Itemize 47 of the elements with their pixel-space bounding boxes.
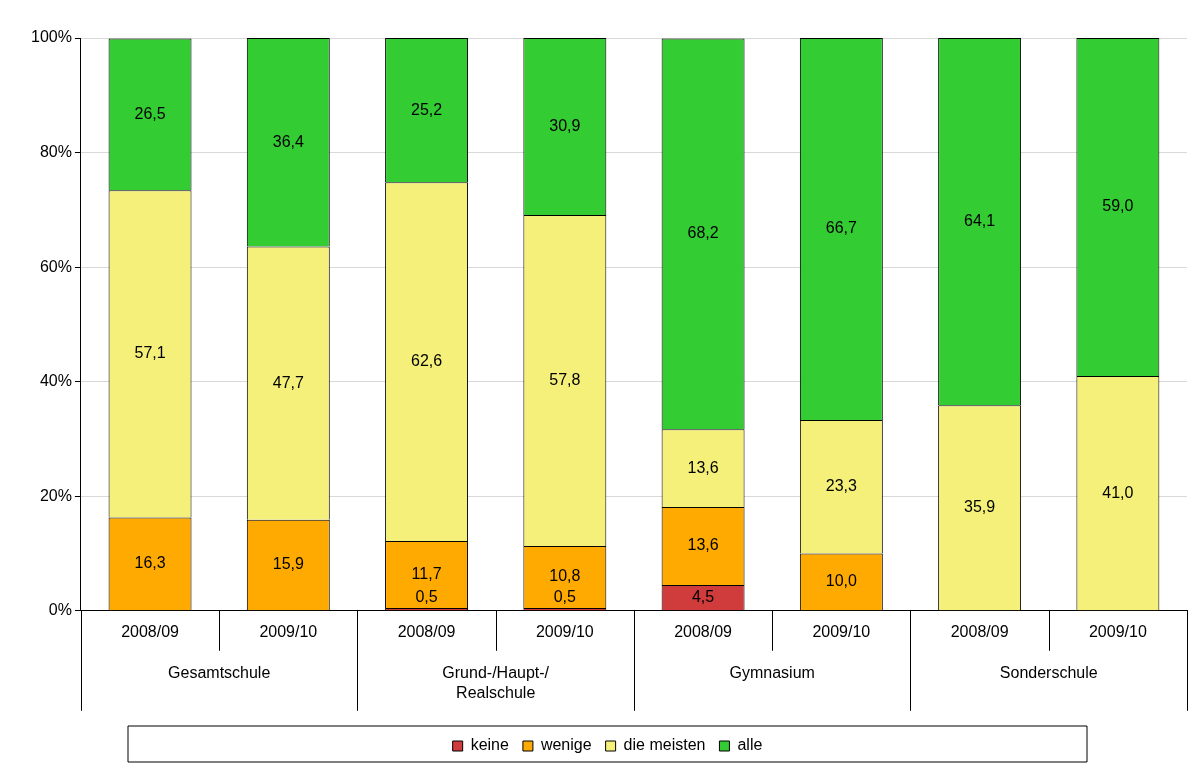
data-label: 0,5 bbox=[415, 588, 438, 606]
data-label: 13,6 bbox=[687, 458, 719, 476]
x-tick-label: 2008/09 bbox=[674, 622, 733, 640]
data-label: 10,0 bbox=[825, 572, 858, 590]
data-label: 30,9 bbox=[549, 116, 581, 134]
y-tick-label: 100% bbox=[31, 28, 72, 46]
data-label: 57,1 bbox=[134, 344, 166, 362]
x-tick-label: 2009/10 bbox=[259, 622, 318, 640]
y-tick-label: 20% bbox=[39, 486, 72, 504]
data-label: 35,9 bbox=[964, 498, 996, 516]
data-label: 66,7 bbox=[825, 219, 858, 237]
data-label: 13,6 bbox=[687, 536, 719, 554]
data-label: 15,9 bbox=[272, 555, 304, 573]
data-label: 23,3 bbox=[825, 477, 858, 495]
legend-label: die meisten bbox=[623, 736, 706, 754]
data-label: 41,0 bbox=[1102, 483, 1134, 501]
data-label: 47,7 bbox=[272, 373, 304, 391]
data-label: 0,5 bbox=[553, 588, 577, 606]
y-tick-label: 80% bbox=[39, 142, 72, 160]
data-label: 26,5 bbox=[134, 104, 166, 122]
text: Sonderschule bbox=[999, 664, 1098, 682]
x-tick-label: 2008/09 bbox=[397, 622, 456, 640]
legend-label: alle bbox=[737, 736, 763, 754]
legend-label: wenige bbox=[539, 736, 592, 754]
data-label: 36,4 bbox=[272, 132, 304, 150]
text: Grund-/Haupt-/ Realschule bbox=[442, 664, 550, 702]
data-label: 64,1 bbox=[964, 211, 996, 229]
data-label: 25,2 bbox=[411, 100, 443, 118]
legend-label: keine bbox=[470, 736, 510, 754]
data-label: 68,2 bbox=[687, 224, 719, 242]
x-tick-label: 2009/10 bbox=[1088, 622, 1147, 640]
data-label: 4,5 bbox=[691, 588, 715, 606]
text: Gesamtschule bbox=[168, 664, 271, 682]
text: Gymnasium bbox=[729, 664, 815, 682]
x-tick-label: 2009/10 bbox=[812, 622, 871, 640]
y-tick-label: 40% bbox=[39, 372, 72, 390]
y-tick-label: 0% bbox=[48, 601, 72, 619]
data-label: 10,8 bbox=[549, 567, 581, 585]
data-label: 57,8 bbox=[549, 370, 581, 388]
data-label: 59,0 bbox=[1102, 197, 1134, 215]
data-label: 16,3 bbox=[134, 554, 166, 572]
x-tick-label: 2008/09 bbox=[121, 622, 180, 640]
x-tick-label: 2008/09 bbox=[950, 622, 1009, 640]
data-label: 62,6 bbox=[411, 352, 443, 370]
data-label: 11,7 bbox=[411, 564, 442, 582]
y-tick-label: 60% bbox=[39, 257, 72, 275]
x-tick-label: 2009/10 bbox=[535, 622, 594, 640]
